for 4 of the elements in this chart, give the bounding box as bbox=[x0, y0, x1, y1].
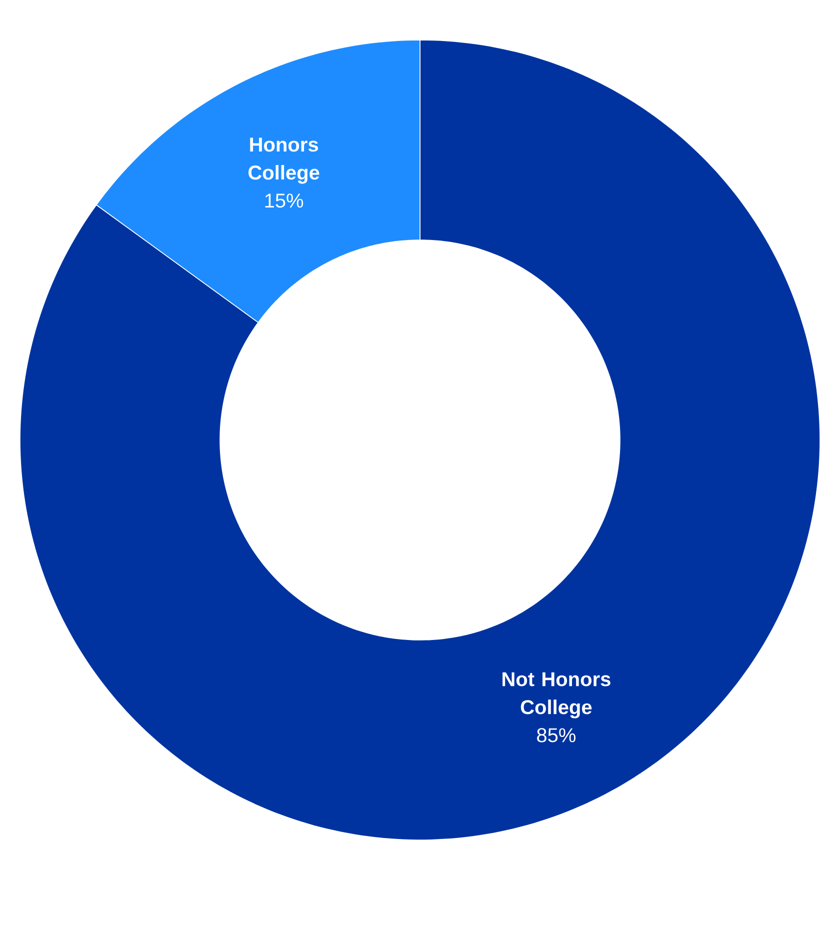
data-label: 85% bbox=[537, 728, 576, 742]
data-label: 15% bbox=[265, 194, 304, 208]
slice-label: Not Honors College bbox=[502, 672, 610, 718]
slice-label: Honors College bbox=[248, 138, 320, 184]
